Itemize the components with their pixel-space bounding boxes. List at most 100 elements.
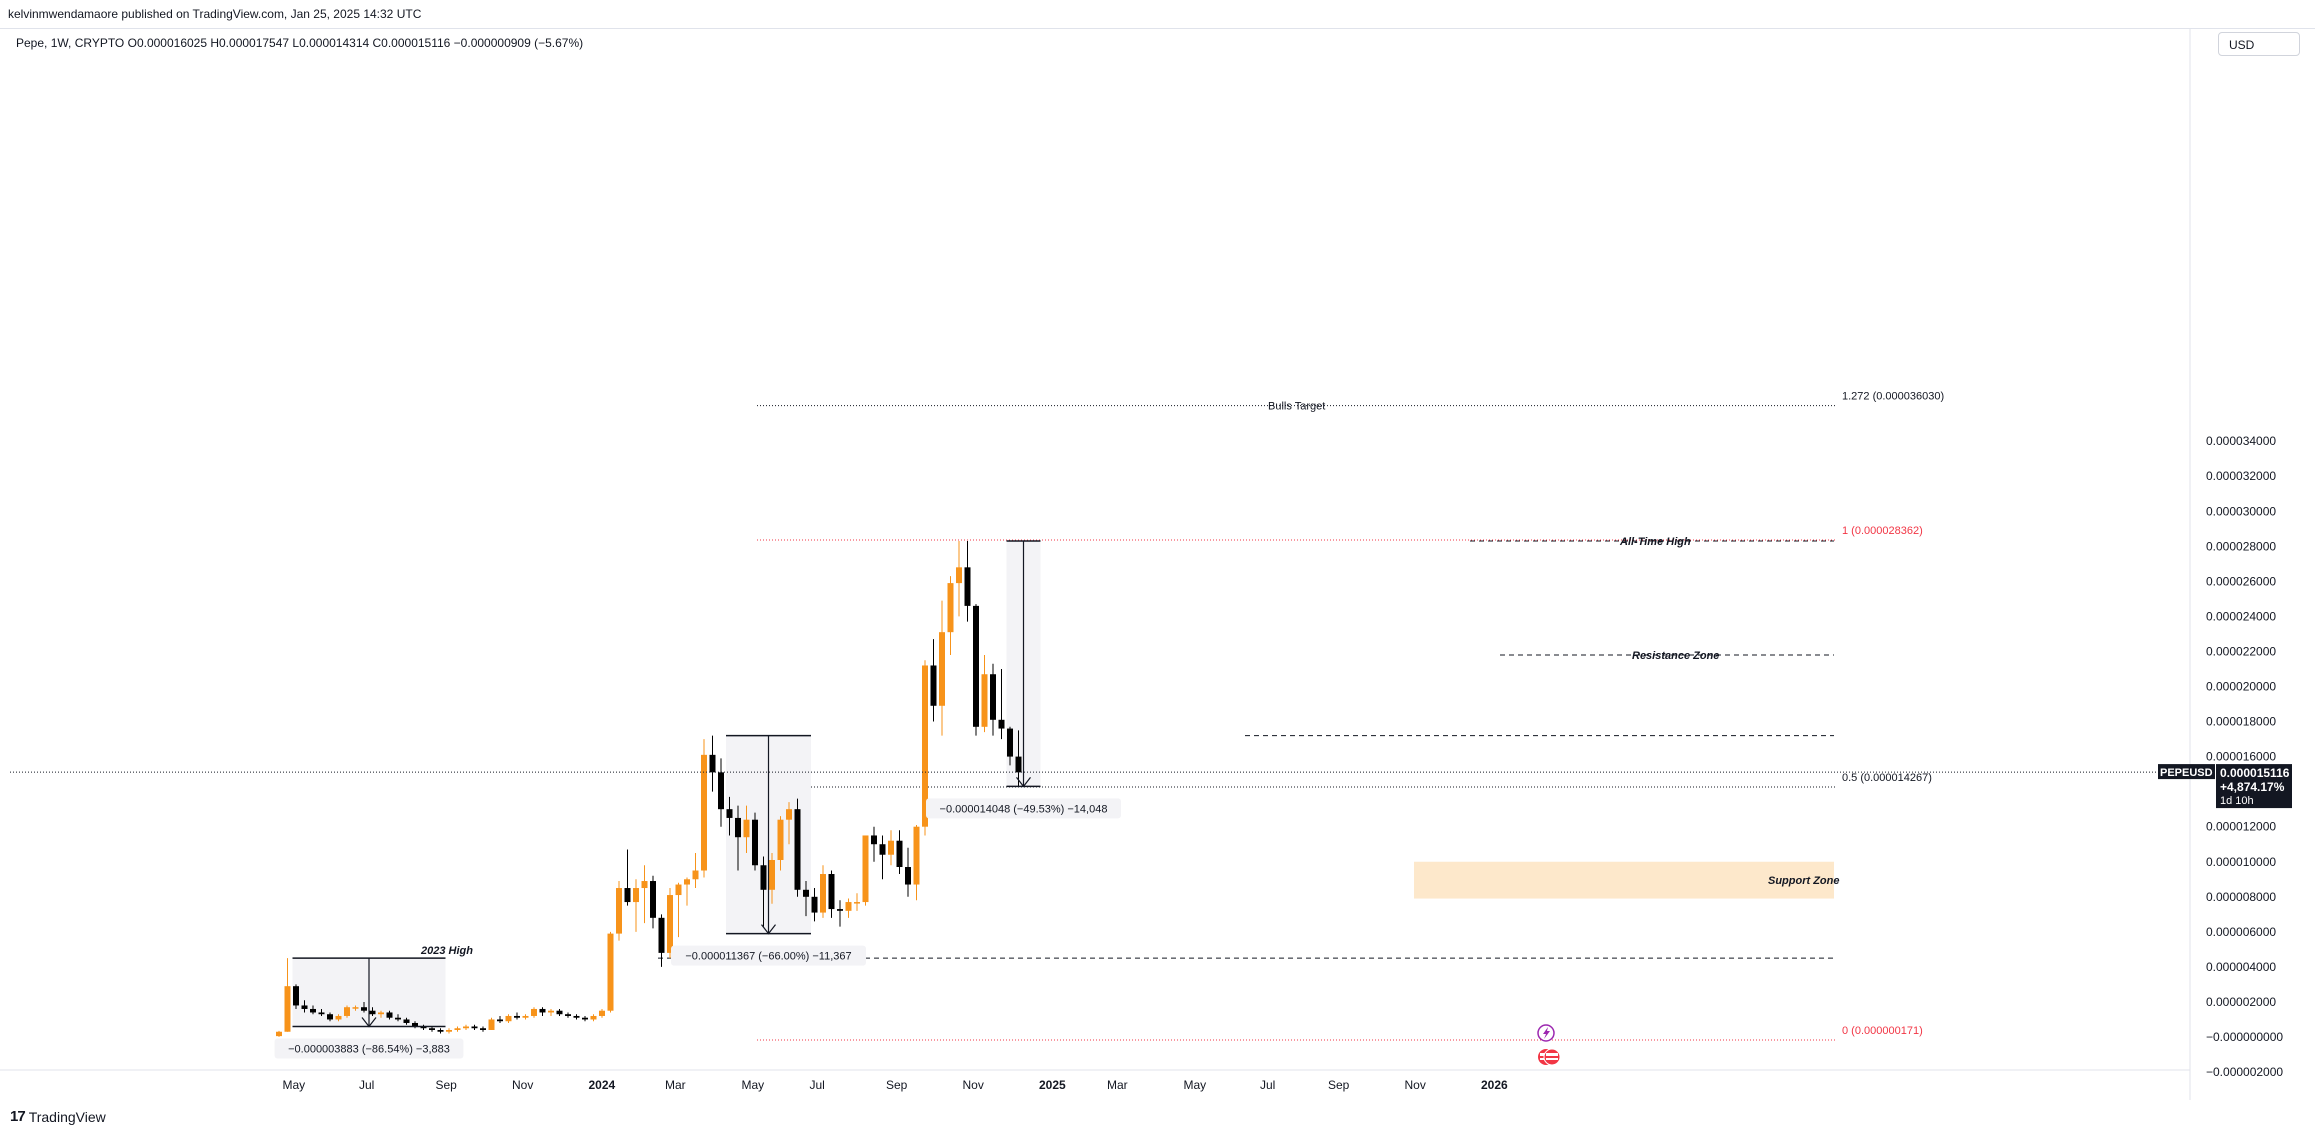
candle-body [973, 605, 979, 727]
ohlc-legend[interactable]: Pepe, 1W, CRYPTO O0.000016025 H0.0000175… [16, 36, 584, 50]
candles-layer [276, 541, 1022, 1037]
candle-body [522, 1015, 529, 1018]
candle-body [352, 1007, 359, 1009]
y-tick-label: 0.000018000 [2206, 715, 2276, 729]
candle-body [361, 1007, 367, 1011]
y-tick-label: 0.000026000 [2206, 574, 2276, 588]
measure-label: −0.000014048 (−49.53%) −14,048 [940, 803, 1108, 815]
fib-level-label: 0 (0.000000171) [1842, 1025, 1923, 1037]
x-tick-label: Nov [512, 1078, 533, 1092]
candle-body [488, 1019, 495, 1030]
candle-body [386, 1012, 393, 1018]
candle-body [964, 567, 971, 606]
candle-body [862, 835, 869, 903]
candle-body [505, 1015, 512, 1022]
tradingview-logo[interactable]: 17 TradingView [10, 1108, 106, 1125]
candle-body [624, 888, 631, 903]
candle-body [420, 1026, 427, 1029]
candle-body [930, 665, 937, 706]
candle-body [879, 844, 886, 855]
x-tick-label: Nov [1405, 1078, 1426, 1092]
2023-high-label: 2023 High [420, 945, 473, 957]
candle-body [454, 1028, 461, 1030]
candle-body [777, 819, 784, 860]
candle-body [981, 674, 988, 727]
symbol-tag: PEPEUSD [2160, 767, 2213, 779]
x-tick-label: May [283, 1078, 306, 1092]
candle-body [811, 896, 818, 913]
support-zone-rect [1414, 861, 1834, 899]
currency-button[interactable]: USD [2218, 32, 2300, 56]
candle-body [318, 1012, 325, 1015]
measure-arrow-head [1016, 777, 1031, 788]
y-tick-label: 0.000022000 [2206, 644, 2276, 658]
candle-body [497, 1019, 503, 1022]
candle-body [548, 1010, 554, 1013]
candle-body [412, 1022, 418, 1027]
x-tick-label: Jul [1260, 1078, 1275, 1092]
candle-body [1007, 728, 1013, 757]
candle-body [565, 1014, 571, 1016]
bulls-target-label: Bulls Target [1268, 401, 1325, 413]
ath-label: All-Time High [1619, 536, 1691, 548]
lightning-glyph [1543, 1027, 1550, 1039]
candle-body [310, 1008, 316, 1013]
candle-body [539, 1008, 546, 1013]
candle-body [990, 674, 996, 720]
y-tick-label: 0.000034000 [2206, 434, 2276, 448]
candle-body [701, 754, 707, 871]
x-tick-label: Mar [665, 1078, 686, 1092]
x-tick-label: Jul [359, 1078, 374, 1092]
candle-body [480, 1028, 486, 1030]
measure-arrow-head [361, 1017, 377, 1028]
measure-label-bg [274, 1038, 464, 1059]
fib-level-label: 0.5 (0.000014267) [1842, 772, 1932, 784]
x-tick-label: Sep [436, 1078, 458, 1092]
x-tick-label: 2026 [1481, 1078, 1508, 1092]
y-tick-label: 0.000028000 [2206, 539, 2276, 553]
candle-body [335, 1015, 342, 1020]
candle-body [760, 865, 767, 890]
price-tag-change: +4,874.17% [2220, 780, 2285, 794]
candle-body [743, 819, 750, 838]
candle-body [752, 819, 758, 866]
top-bar: kelvinmwendamaore published on TradingVi… [0, 0, 2315, 29]
x-tick-label: 2024 [589, 1078, 616, 1092]
y-tick-label: 0.000024000 [2206, 609, 2276, 623]
y-tick-label: 0.000002000 [2206, 995, 2276, 1009]
candle-body [905, 867, 911, 885]
candle-body [769, 859, 775, 890]
candle-body [590, 1015, 597, 1020]
x-tick-label: 2025 [1039, 1078, 1066, 1092]
candle-body [607, 933, 614, 1011]
candle-body [599, 1010, 605, 1016]
x-tick-label: Jul [810, 1078, 825, 1092]
publisher-info: kelvinmwendamaore published on TradingVi… [8, 7, 422, 21]
measure-label: −0.000003883 (−86.54%) −3,883 [288, 1043, 450, 1055]
candle-body [803, 889, 809, 897]
tradingview-logo-text: TradingView [28, 1108, 106, 1125]
candle-body [514, 1015, 520, 1018]
price-tag-layer: PEPEUSD 0.000015116 +4,874.17% 1d 10h [10, 764, 2292, 809]
candle-body [718, 772, 724, 810]
candle-body [939, 632, 945, 706]
candle-body [845, 902, 852, 911]
candle-body [471, 1026, 478, 1029]
y-tick-label: 0.000012000 [2206, 820, 2276, 834]
candle-body [446, 1029, 452, 1032]
x-tick-label: May [1184, 1078, 1207, 1092]
candle-body [820, 874, 826, 913]
candle-body [922, 665, 928, 827]
candle-body [854, 902, 860, 904]
y-tick-label: 0.000004000 [2206, 960, 2276, 974]
fib-level-label: 1.272 (0.000036030) [1842, 391, 1944, 403]
candle-body [888, 840, 894, 855]
y-tick-label: 0.000010000 [2206, 855, 2276, 869]
candle-body [675, 884, 682, 896]
candle-body [947, 583, 954, 633]
candle-body [556, 1010, 563, 1015]
candle-body [709, 754, 716, 773]
candle-body [692, 870, 699, 880]
y-tick-label: 0.000016000 [2206, 750, 2276, 764]
